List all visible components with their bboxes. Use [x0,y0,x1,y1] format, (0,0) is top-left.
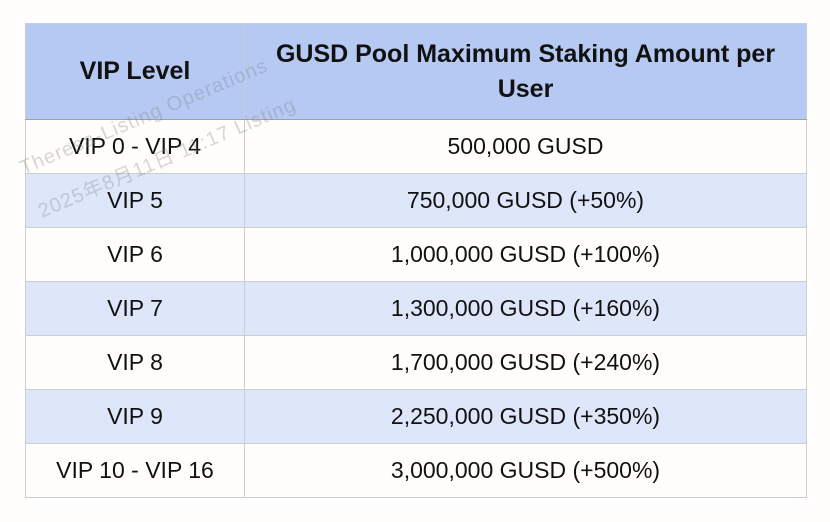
table-row: VIP 9 2,250,000 GUSD (+350%) [25,389,807,444]
table-row: VIP 10 - VIP 16 3,000,000 GUSD (+500%) [25,443,807,498]
cell-staking-amount: 500,000 GUSD [244,119,807,174]
cell-staking-amount: 1,300,000 GUSD (+160%) [244,281,807,336]
cell-vip-level: VIP 5 [25,173,245,228]
table-body: VIP 0 - VIP 4 500,000 GUSD VIP 5 750,000 GU… [25,119,807,498]
table-row: VIP 0 - VIP 4 500,000 GUSD [25,119,807,174]
column-header-staking-amount-label: GUSD Pool Maximum Staking Amount per Use… [275,40,776,103]
cell-staking-amount: 1,700,000 GUSD (+240%) [244,335,807,390]
cell-staking-amount: 750,000 GUSD (+50%) [244,173,807,228]
cell-vip-level: VIP 8 [25,335,245,390]
cell-vip-level: VIP 9 [25,389,245,444]
cell-vip-level: VIP 0 - VIP 4 [25,119,245,174]
cell-vip-level: VIP 10 - VIP 16 [25,443,245,498]
table-row: VIP 8 1,700,000 GUSD (+240%) [25,335,807,390]
table-row: VIP 5 750,000 GUSD (+50%) [25,173,807,228]
cell-vip-level: VIP 7 [25,281,245,336]
column-header-vip-level: VIP Level [25,23,245,120]
column-header-staking-amount: GUSD Pool Maximum Staking Amount per Use… [244,23,807,120]
cell-staking-amount: 2,250,000 GUSD (+350%) [244,389,807,444]
cell-staking-amount: 1,000,000 GUSD (+100%) [244,227,807,282]
header-row: VIP Level GUSD Pool Maximum Staking Amou… [25,23,807,120]
table-row: VIP 7 1,300,000 GUSD (+160%) [25,281,807,336]
cell-staking-amount: 3,000,000 GUSD (+500%) [244,443,807,498]
cell-vip-level: VIP 6 [25,227,245,282]
table-row: VIP 6 1,000,000 GUSD (+100%) [25,227,807,282]
vip-staking-table: VIP Level GUSD Pool Maximum Staking Amou… [25,23,807,498]
table-header: VIP Level GUSD Pool Maximum Staking Amou… [25,23,807,120]
